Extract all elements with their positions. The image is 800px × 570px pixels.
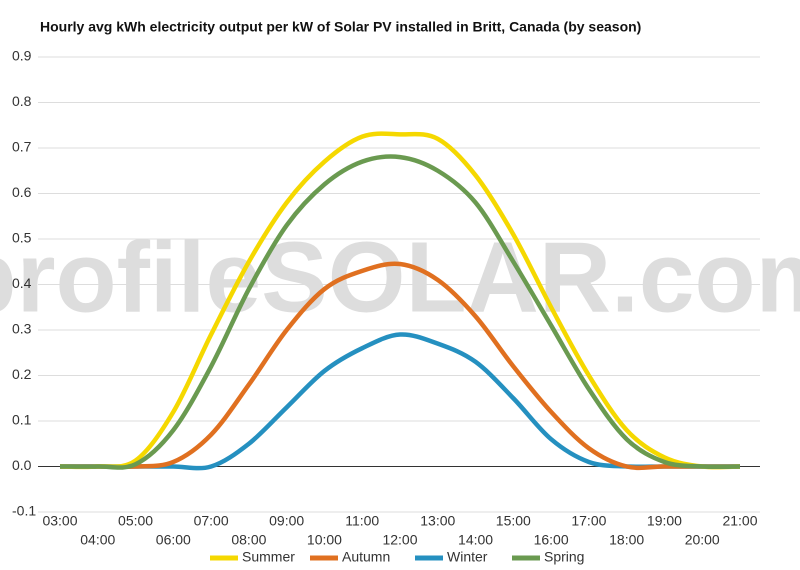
watermark: profileSOLAR.com (0, 221, 800, 333)
x-tick-label: 04:00 (80, 532, 115, 548)
y-tick-label: 0.5 (12, 230, 32, 246)
x-tick-label: 08:00 (231, 532, 266, 548)
series-line (60, 261, 740, 471)
legend-label: Autumn (342, 549, 390, 565)
x-tick-label: 10:00 (307, 532, 342, 548)
y-tick-label: 0.9 (12, 48, 32, 64)
x-tick-label: 19:00 (647, 513, 682, 529)
y-tick-label: 0.6 (12, 184, 32, 200)
series-line (59, 154, 741, 470)
x-tick-label: 12:00 (382, 532, 417, 548)
x-tick-label: 03:00 (42, 513, 77, 529)
x-tick-label: 07:00 (194, 513, 229, 529)
y-tick-label: 0.8 (12, 93, 32, 109)
x-tick-label: 17:00 (571, 513, 606, 529)
y-tick-label: 0.2 (12, 366, 32, 382)
y-tick-label: 0.0 (12, 457, 32, 473)
x-tick-label: 11:00 (345, 513, 379, 529)
chart-title: Hourly avg kWh electricity output per kW… (40, 19, 641, 35)
x-tick-label: 14:00 (458, 532, 493, 548)
legend-label: Spring (544, 549, 584, 565)
x-tick-label: 16:00 (534, 532, 569, 548)
x-tick-label: 15:00 (496, 513, 531, 529)
x-tick-label: 13:00 (420, 513, 455, 529)
y-tick-label: 0.1 (12, 412, 32, 428)
y-tick-label: 0.7 (12, 139, 32, 155)
x-tick-label: 09:00 (269, 513, 304, 529)
x-tick-label: 06:00 (156, 532, 191, 548)
legend-label: Summer (242, 549, 295, 565)
y-tick-label: 0.4 (12, 275, 32, 291)
x-tick-label: 18:00 (609, 532, 644, 548)
x-tick-label: 20:00 (685, 532, 720, 548)
y-tick-label: -0.1 (12, 503, 36, 519)
y-tick-label: 0.3 (12, 321, 32, 337)
x-tick-label: 05:00 (118, 513, 153, 529)
x-tick-label: 21:00 (722, 513, 757, 529)
series-line (59, 131, 741, 470)
legend-label: Winter (447, 549, 488, 565)
